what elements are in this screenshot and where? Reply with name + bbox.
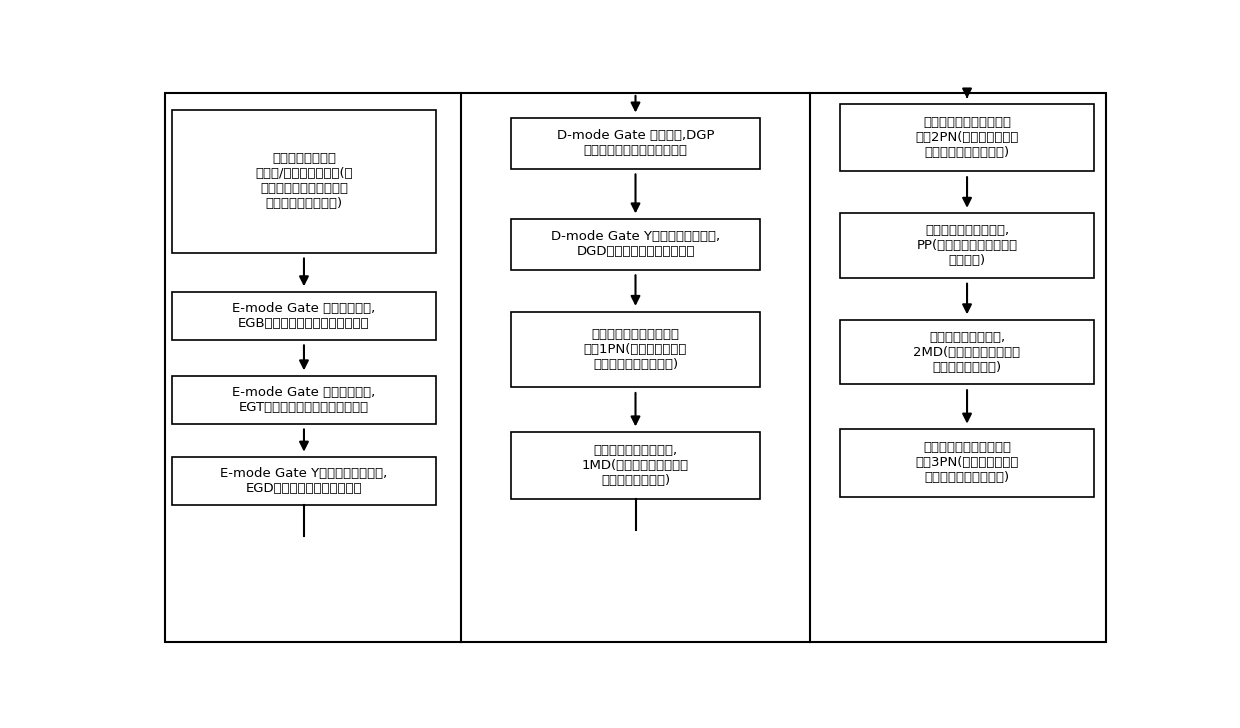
Bar	[172, 457, 436, 505]
Text: D-mode Gate 光刻工艺,DGP
（表面清洗与黄光曝光显影）: D-mode Gate 光刻工艺,DGP （表面清洗与黄光曝光显影）	[557, 130, 714, 157]
Text: E-mode Gate 底部光刻工艺,
EGB（表面清洗与黄光曝光显影）: E-mode Gate 底部光刻工艺, EGB（表面清洗与黄光曝光显影）	[232, 302, 376, 330]
Text: E-mode Gate Y栅金属化沉积工艺,
EGD（表面清洗与金属沉积）: E-mode Gate Y栅金属化沉积工艺, EGD（表面清洗与金属沉积）	[221, 467, 388, 495]
Text: 第二金属层沉积工艺,
2MD(表面清洗、黄光曝光
显影与金属化程序): 第二金属层沉积工艺, 2MD(表面清洗、黄光曝光 显影与金属化程序)	[914, 331, 1021, 373]
Bar	[839, 430, 1095, 496]
Bar	[172, 376, 436, 424]
Bar	[172, 110, 436, 253]
Text: 第三钝化层氮化物沉积工
艺，3PN(表面清洗、黄光
曝光显影、蚀刻与沉积): 第三钝化层氮化物沉积工 艺，3PN(表面清洗、黄光 曝光显影、蚀刻与沉积)	[915, 441, 1019, 484]
Text: 第一钝化层氮化物沉积工
艺，1PN(表面清洗、黄光
曝光显影、蚀刻与沉积): 第一钝化层氮化物沉积工 艺，1PN(表面清洗、黄光 曝光显影、蚀刻与沉积)	[584, 328, 687, 371]
Text: D-mode Gate Y栅金属化沉积工艺,
DGD（表面清洗与金属沉积）: D-mode Gate Y栅金属化沉积工艺, DGD（表面清洗与金属沉积）	[551, 230, 720, 258]
Bar	[839, 104, 1095, 172]
Text: E-mode Gate 顶部光刻工艺,
EGT（表面清洗与黄光曝光显影）: E-mode Gate 顶部光刻工艺, EGT（表面清洗与黄光曝光显影）	[232, 386, 376, 414]
Text: 第二钝化层氮化物沉积工
艺，2PN(表面清洗、黄光
曝光显影、蚀刻与沉积): 第二钝化层氮化物沉积工 艺，2PN(表面清洗、黄光 曝光显影、蚀刻与沉积)	[915, 116, 1019, 159]
Bar	[511, 118, 760, 169]
Bar	[839, 320, 1095, 384]
Text: 外延片表面处理与
器件源/漏极金属化工艺(表
面清洗、黄光曝光显影离
子佈植与金属化工艺): 外延片表面处理与 器件源/漏极金属化工艺(表 面清洗、黄光曝光显影离 子佈植与金…	[255, 152, 352, 210]
Bar	[839, 213, 1095, 278]
Bar	[511, 219, 760, 269]
Text: 第一层金属层沉积工艺,
1MD(表面清洗、黄光曝光
显影与金属化程序): 第一层金属层沉积工艺, 1MD(表面清洗、黄光曝光 显影与金属化程序)	[582, 444, 689, 487]
Bar	[511, 432, 760, 499]
Bar	[511, 312, 760, 387]
Text: 聚合物钝化平坦层工艺,
PP(表面清洗、黄光曝光显
影与蚀刻): 聚合物钝化平坦层工艺, PP(表面清洗、黄光曝光显 影与蚀刻)	[916, 224, 1018, 267]
Bar	[172, 292, 436, 339]
